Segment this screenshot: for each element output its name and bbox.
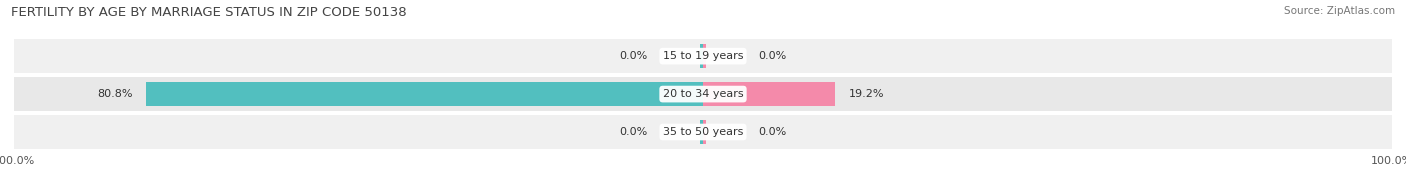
Bar <box>700 120 703 144</box>
Bar <box>14 39 1392 73</box>
Text: 80.8%: 80.8% <box>97 89 132 99</box>
Text: Source: ZipAtlas.com: Source: ZipAtlas.com <box>1284 6 1395 16</box>
Text: 19.2%: 19.2% <box>849 89 884 99</box>
Bar <box>146 82 703 106</box>
Bar <box>703 44 706 68</box>
Bar <box>14 115 1392 149</box>
Bar <box>700 44 703 68</box>
Text: FERTILITY BY AGE BY MARRIAGE STATUS IN ZIP CODE 50138: FERTILITY BY AGE BY MARRIAGE STATUS IN Z… <box>11 6 406 19</box>
Text: 0.0%: 0.0% <box>758 51 786 61</box>
Text: 0.0%: 0.0% <box>620 127 648 137</box>
Text: 35 to 50 years: 35 to 50 years <box>662 127 744 137</box>
Text: 0.0%: 0.0% <box>758 127 786 137</box>
Bar <box>14 77 1392 111</box>
Text: 0.0%: 0.0% <box>620 51 648 61</box>
Bar <box>703 82 835 106</box>
Bar <box>703 120 706 144</box>
Text: 20 to 34 years: 20 to 34 years <box>662 89 744 99</box>
Text: 15 to 19 years: 15 to 19 years <box>662 51 744 61</box>
